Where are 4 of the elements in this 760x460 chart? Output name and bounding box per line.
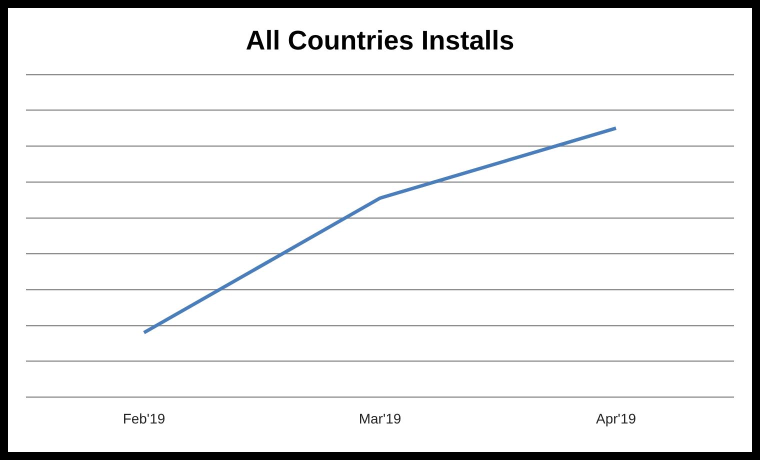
x-tick-label: Apr'19 <box>596 410 636 426</box>
x-tick-label: Mar'19 <box>358 410 402 426</box>
chart-title: All Countries Installs <box>246 26 514 56</box>
x-tick-label: Feb'19 <box>122 410 166 426</box>
